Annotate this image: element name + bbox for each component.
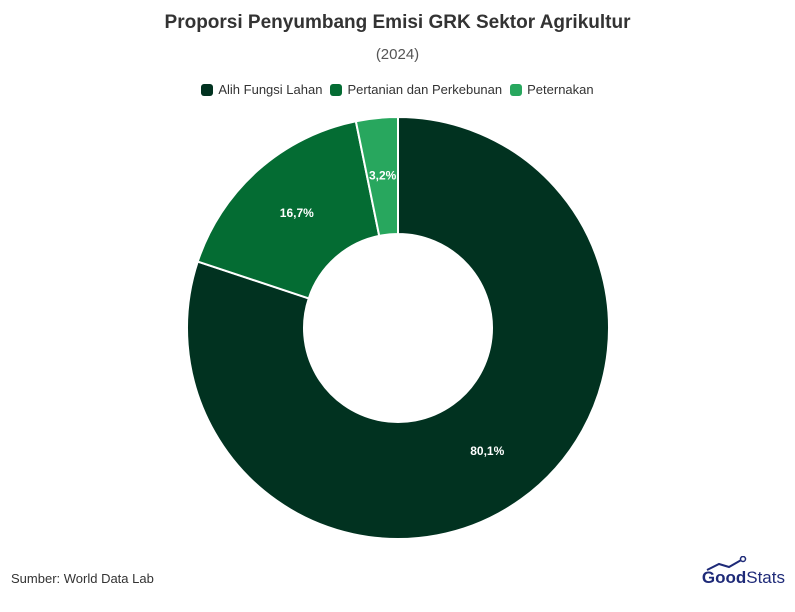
legend-swatch-peternakan: [510, 83, 523, 96]
legend-item-peternakan[interactable]: Peternakan: [510, 82, 594, 97]
legend-swatch-pertanian-dan-perkebunan: [330, 83, 343, 96]
legend-label-alih-fungsi-lahan: Alih Fungsi Lahan: [218, 82, 323, 97]
brand-stats-text: Stats: [746, 568, 785, 587]
goodstats-logo: Good Stats: [701, 556, 785, 588]
data-label-pertanian-dan-perkebunan: 16,7%: [280, 206, 314, 220]
legend-item-pertanian-dan-perkebunan[interactable]: Pertanian dan Perkebunan: [330, 82, 502, 97]
data-label-alih-fungsi-lahan: 80,1%: [470, 444, 504, 458]
trend-line-icon: [706, 556, 747, 571]
legend-item-alih-fungsi-lahan[interactable]: Alih Fungsi Lahan: [201, 82, 322, 97]
brand-good-text: Good: [701, 568, 747, 587]
source-credit: Sumber: World Data Lab: [11, 571, 154, 586]
legend-label-peternakan: Peternakan: [527, 82, 594, 97]
legend-label-pertanian-dan-perkebunan: Pertanian dan Perkebunan: [347, 82, 503, 97]
data-label-peternakan: 3,2%: [369, 168, 397, 182]
donut-slice-pertanian-dan-perkebunan[interactable]: [196, 120, 381, 300]
legend-swatch-alih-fungsi-lahan: [201, 83, 214, 96]
chart-legend: Alih Fungsi Lahan Pertanian dan Perkebun…: [0, 82, 795, 97]
donut-slice-alih-fungsi-lahan[interactable]: [186, 116, 610, 540]
donut-slice-peternakan[interactable]: [354, 116, 399, 237]
chart-title: Proporsi Penyumbang Emisi GRK Sektor Agr…: [164, 12, 631, 33]
chart-subtitle: (2024): [375, 46, 420, 63]
